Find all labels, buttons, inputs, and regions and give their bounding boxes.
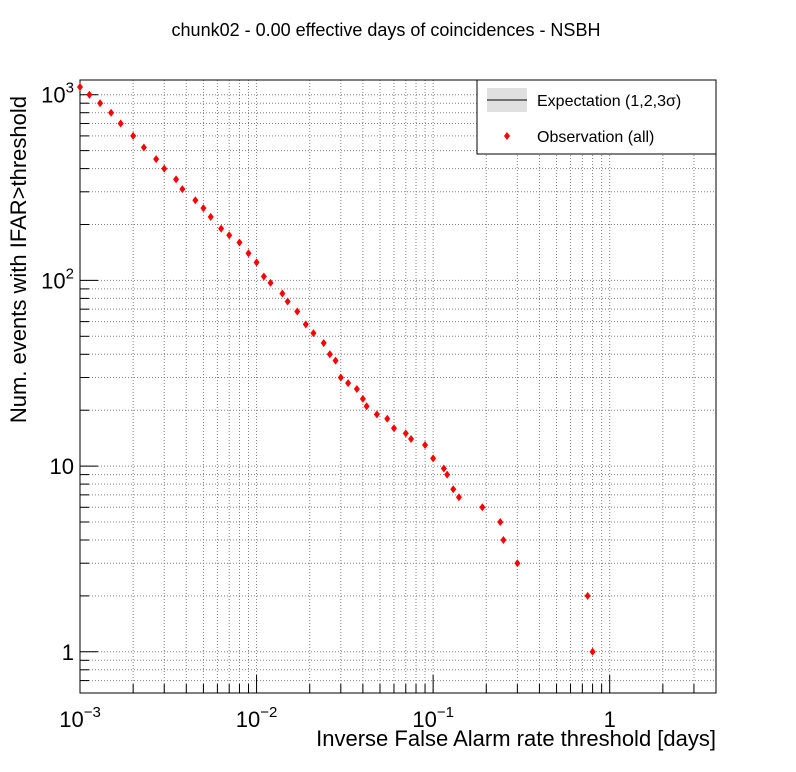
observation-point (479, 503, 486, 512)
observation-points (77, 83, 596, 656)
observation-point (108, 108, 115, 117)
observation-point (345, 379, 352, 388)
observation-point (173, 175, 180, 184)
observation-point (260, 272, 267, 281)
legend-expectation-label: Expectation (1,2,3σ) (537, 93, 681, 110)
observation-point (245, 249, 252, 258)
x-tick-labels: 10−3 10−2 10−1 1 (59, 704, 616, 732)
observation-point (192, 196, 199, 205)
observation-point (279, 289, 286, 298)
x-axis-label: Inverse False Alarm rate threshold [days… (316, 726, 716, 751)
y-tick-label: 103 (41, 80, 74, 108)
observation-point (302, 320, 309, 329)
observation-point (359, 394, 366, 403)
observation-point (326, 350, 333, 359)
observation-point (267, 278, 274, 287)
observation-point (161, 164, 168, 173)
observation-point (140, 143, 147, 152)
plot-frame (79, 79, 717, 694)
observation-point (430, 454, 437, 463)
x-tick-label: 10−1 (412, 704, 454, 732)
y-axis-label: Num. events with IFAR>threshold (6, 96, 31, 423)
observation-point (497, 518, 504, 527)
x-tick-label: 10−3 (59, 704, 101, 732)
axis-ticks (79, 94, 717, 694)
observation-point (373, 410, 380, 419)
observation-point (450, 485, 457, 494)
observation-point (584, 591, 591, 600)
legend: Expectation (1,2,3σ) Observation (all) (476, 79, 717, 155)
observation-point (226, 231, 233, 240)
observation-point (455, 493, 462, 502)
observation-point (363, 402, 370, 411)
observation-point (500, 536, 507, 545)
legend-observation-label: Observation (all) (537, 129, 654, 146)
observation-point (207, 212, 214, 221)
observation-point (337, 373, 344, 382)
observation-point (253, 258, 260, 267)
observation-point (353, 385, 360, 394)
observation-point (117, 119, 124, 128)
y-tick-label: 1 (62, 640, 74, 665)
chart-title: chunk02 - 0.00 effective days of coincid… (172, 20, 601, 40)
y-tick-labels: 1 10 102 103 (41, 80, 74, 665)
observation-point (218, 224, 225, 233)
observation-point (153, 155, 160, 164)
observation-point (310, 329, 317, 338)
legend-observation-marker (504, 132, 510, 140)
y-tick-label: 10 (50, 454, 74, 479)
observation-point (86, 90, 93, 99)
grid (80, 80, 716, 693)
observation-point (130, 131, 137, 140)
observation-point (440, 464, 447, 473)
observation-point (332, 356, 339, 365)
observation-point (320, 339, 327, 348)
observation-point (284, 297, 291, 306)
observation-point (514, 559, 521, 568)
x-tick-label: 10−2 (236, 704, 278, 732)
x-tick-label: 1 (604, 707, 616, 732)
observation-point (444, 470, 451, 479)
observation-point (294, 307, 301, 316)
observation-point (236, 238, 243, 247)
y-tick-label: 102 (41, 265, 74, 293)
observation-point (422, 440, 429, 449)
observation-point (402, 429, 409, 438)
observation-point (97, 99, 104, 108)
observation-point (200, 204, 207, 213)
observation-point (77, 83, 83, 92)
observation-point (179, 185, 186, 194)
observation-point (384, 414, 391, 423)
observation-point (408, 434, 415, 443)
observation-point (390, 424, 397, 433)
observation-point (589, 647, 596, 656)
